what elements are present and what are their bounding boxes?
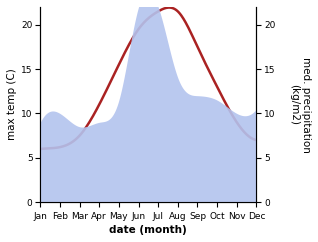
- X-axis label: date (month): date (month): [109, 225, 187, 235]
- Y-axis label: med. precipitation
(kg/m2): med. precipitation (kg/m2): [289, 57, 311, 152]
- Y-axis label: max temp (C): max temp (C): [7, 69, 17, 140]
